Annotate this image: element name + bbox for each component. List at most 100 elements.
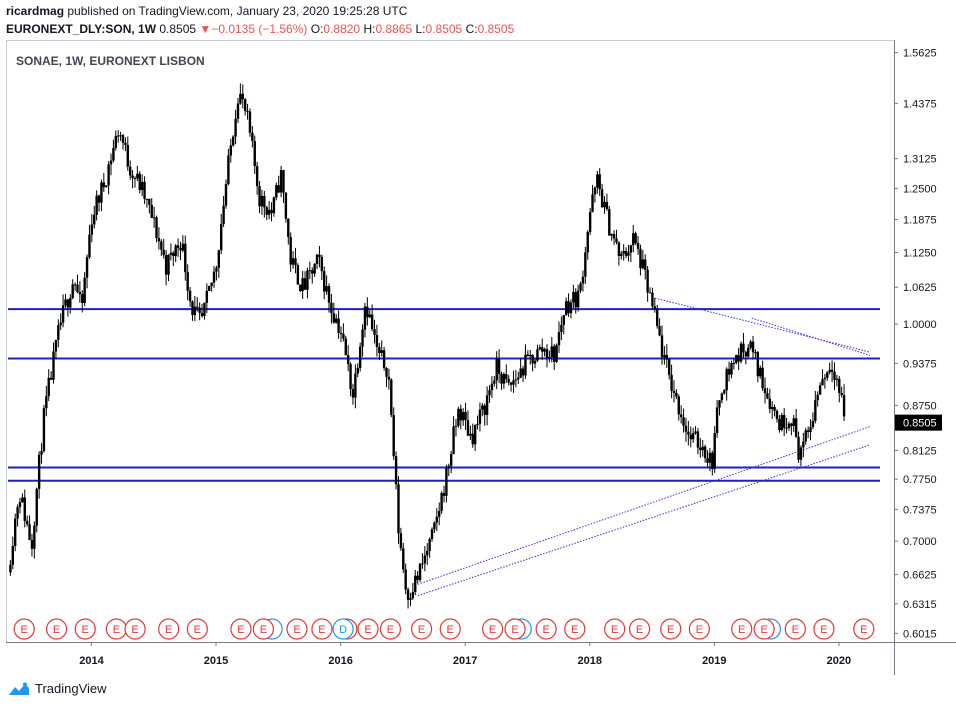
candle-body bbox=[588, 211, 592, 232]
price-axis[interactable]: 1.5625 1.4375 1.3125 1.2500 1.1875 1.1250 1.06… bbox=[894, 48, 942, 641]
candle-body bbox=[517, 377, 520, 380]
horizontal-levels[interactable] bbox=[8, 308, 880, 482]
candle-body bbox=[833, 371, 836, 380]
candle-body bbox=[224, 184, 228, 206]
earnings-marker[interactable]: E bbox=[564, 618, 586, 640]
earnings-marker-circle bbox=[439, 618, 461, 640]
price-tick-label: 1.0000 bbox=[903, 319, 937, 331]
earnings-marker[interactable]: E bbox=[230, 618, 252, 640]
trend-line[interactable] bbox=[751, 317, 871, 356]
close-value: 0.8505 bbox=[477, 22, 515, 36]
trend-line[interactable] bbox=[651, 296, 871, 353]
candle-body bbox=[461, 412, 465, 421]
candle-body bbox=[275, 185, 278, 198]
candle-body bbox=[95, 195, 98, 215]
earnings-marker[interactable]: E bbox=[286, 618, 308, 640]
dividend-marker[interactable]: D bbox=[332, 618, 354, 640]
candle-body bbox=[502, 374, 506, 384]
candle-body bbox=[23, 497, 26, 521]
candle-body bbox=[402, 548, 405, 570]
candle-body bbox=[560, 324, 563, 333]
trend-line[interactable] bbox=[417, 426, 871, 585]
candle-body bbox=[215, 267, 218, 272]
earnings-marker[interactable]: E bbox=[379, 618, 402, 640]
candle-body bbox=[672, 390, 676, 393]
candle-body bbox=[584, 252, 587, 277]
time-axis[interactable]: 2014 2015 2016 2017 2018 2019 2020 bbox=[79, 642, 851, 667]
earnings-marker[interactable]: E bbox=[13, 618, 35, 640]
earnings-marker-circle bbox=[158, 618, 180, 640]
earnings-marker[interactable]: E bbox=[784, 618, 806, 640]
candle-body bbox=[181, 243, 185, 251]
earnings-marker[interactable]: E bbox=[481, 618, 504, 640]
earnings-marker[interactable]: E bbox=[74, 618, 96, 640]
candle-body bbox=[677, 396, 680, 415]
candle-body bbox=[155, 217, 158, 239]
candle-body bbox=[493, 380, 496, 384]
trend-lines[interactable] bbox=[417, 296, 871, 597]
tradingview-footer[interactable]: TradingView bbox=[8, 681, 107, 696]
candle-body bbox=[282, 170, 285, 193]
earnings-marker[interactable]: E bbox=[753, 618, 775, 640]
earnings-marker[interactable]: E bbox=[628, 618, 651, 640]
price-tick-label: 1.1875 bbox=[903, 215, 937, 227]
earnings-marker[interactable]: E bbox=[604, 618, 626, 640]
candle-body bbox=[629, 245, 633, 253]
candle-body bbox=[471, 433, 474, 445]
candle-body bbox=[790, 423, 793, 426]
candle-body bbox=[691, 433, 695, 440]
earnings-marker-circle bbox=[379, 618, 402, 640]
earnings-markers[interactable]: EEEEEEEEEEEEEEEEEEEEEEEEEEEEED bbox=[13, 618, 875, 640]
earnings-marker-circle bbox=[357, 618, 379, 640]
earnings-marker[interactable]: E bbox=[311, 618, 333, 640]
earnings-marker[interactable]: E bbox=[252, 618, 274, 640]
candle-body bbox=[241, 93, 244, 100]
earnings-marker-label: E bbox=[760, 624, 767, 636]
earnings-marker-label: E bbox=[820, 624, 827, 636]
candle-body bbox=[478, 409, 482, 424]
earnings-marker[interactable]: E bbox=[439, 618, 461, 640]
candle-body bbox=[485, 395, 489, 415]
publish-info: ricardmag published on TradingView.com, … bbox=[6, 4, 407, 18]
trend-line[interactable] bbox=[417, 444, 871, 597]
earnings-marker[interactable]: E bbox=[731, 618, 753, 640]
candle-body bbox=[636, 243, 640, 249]
candle-body bbox=[40, 450, 43, 455]
earnings-marker[interactable]: E bbox=[124, 618, 146, 640]
candle-body bbox=[464, 412, 467, 421]
candle-body bbox=[759, 367, 762, 377]
earnings-marker[interactable]: E bbox=[813, 618, 835, 640]
earnings-marker-label: E bbox=[792, 624, 799, 636]
earnings-marker[interactable]: E bbox=[688, 618, 710, 640]
candle-body bbox=[208, 285, 211, 291]
candle-body bbox=[782, 415, 786, 428]
candle-body bbox=[148, 198, 151, 205]
candle-body bbox=[778, 419, 781, 430]
earnings-marker[interactable]: E bbox=[535, 618, 557, 640]
earnings-marker[interactable]: E bbox=[853, 618, 875, 640]
earnings-marker[interactable]: E bbox=[660, 618, 682, 640]
earnings-marker[interactable]: E bbox=[105, 618, 127, 640]
symbol-label[interactable]: EURONEXT_DLY:SON, 1W bbox=[6, 22, 157, 36]
candle-body bbox=[507, 378, 510, 383]
publisher-name[interactable]: ricardmag bbox=[6, 4, 65, 18]
candle-body bbox=[799, 447, 803, 460]
candle-body bbox=[205, 290, 209, 303]
earnings-marker[interactable]: E bbox=[158, 618, 180, 640]
candle-body bbox=[452, 426, 455, 455]
candle-body bbox=[562, 315, 565, 325]
price-tick-label: 0.8750 bbox=[903, 400, 937, 412]
earnings-marker[interactable]: E bbox=[410, 618, 433, 640]
candle-body bbox=[69, 298, 72, 308]
earnings-marker[interactable]: E bbox=[45, 618, 68, 640]
candle-body bbox=[198, 307, 201, 313]
earnings-marker[interactable]: E bbox=[504, 618, 526, 640]
price-tick-label: 1.0625 bbox=[903, 282, 937, 294]
earnings-marker[interactable]: E bbox=[357, 618, 379, 640]
earnings-marker[interactable]: E bbox=[186, 618, 208, 640]
candle-body bbox=[747, 347, 750, 357]
earnings-marker-label: E bbox=[293, 624, 300, 636]
candle-body bbox=[670, 374, 673, 391]
candles bbox=[9, 83, 846, 609]
